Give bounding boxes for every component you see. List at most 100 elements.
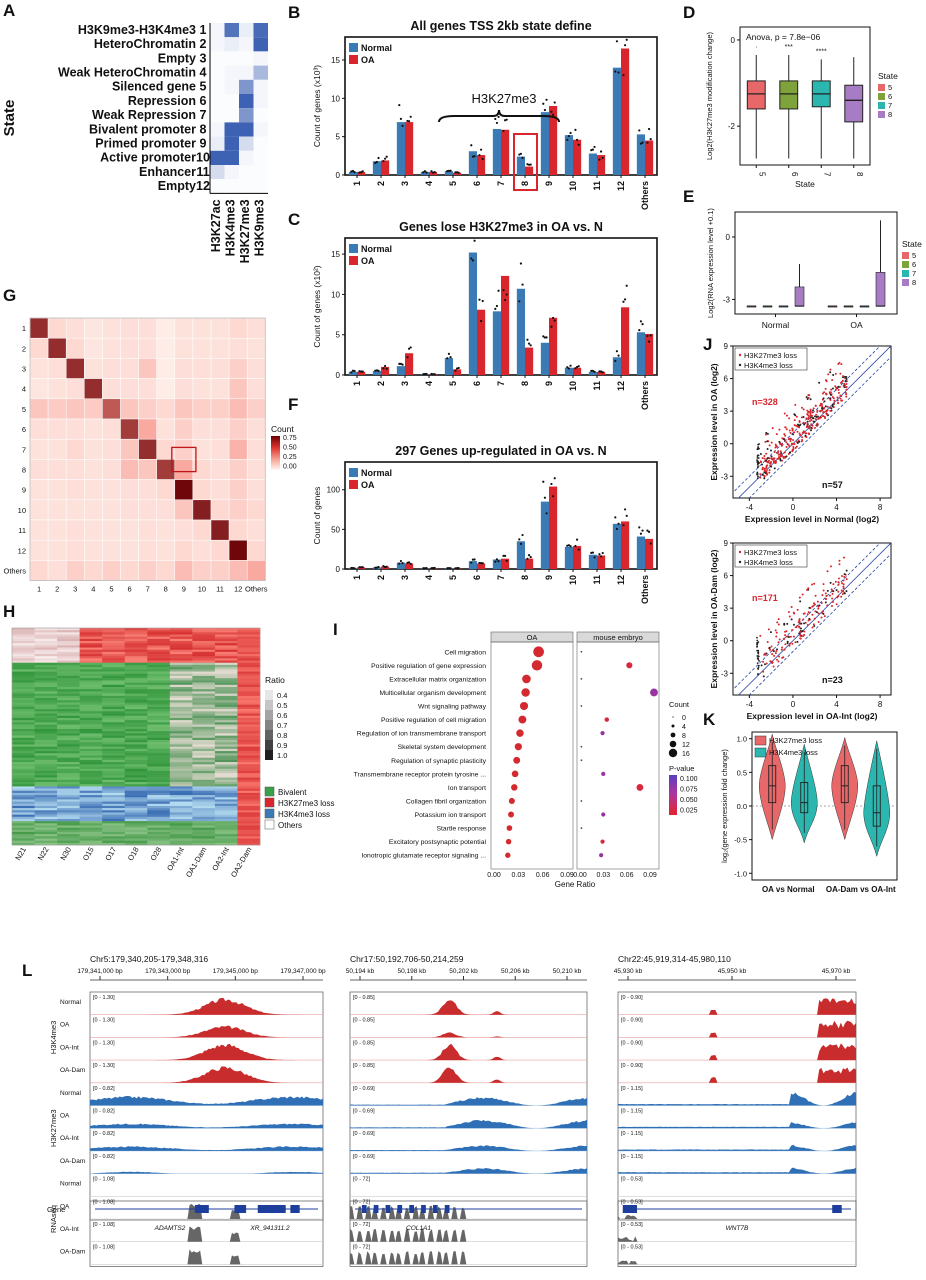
point-h3k4me3-loss: [756, 655, 759, 657]
ratio-cell: [169, 797, 193, 800]
ratio-cell: [147, 751, 171, 754]
ratio-cell: [34, 720, 58, 723]
ratio-cell: [12, 827, 35, 831]
go-term-label: Extracellular matrix organization: [389, 676, 486, 683]
point-h3k4me3-loss: [761, 463, 764, 466]
bar-oa: [357, 171, 366, 175]
point-h3k27me3-loss: [771, 653, 774, 656]
transition-cell: [47, 337, 67, 359]
ratio-cell: [192, 834, 216, 837]
ratio-cell: [214, 715, 238, 719]
point-h3k4me3-loss: [829, 581, 832, 584]
transition-cell: [29, 560, 49, 581]
ratio-cell: [124, 713, 148, 717]
transition-cell: [120, 539, 139, 561]
go-term-label: Regulation of ion transmembrane transpor…: [357, 731, 486, 738]
replicate-dot: [551, 495, 555, 498]
replicate-dot: [422, 567, 425, 570]
ratio-cell: [169, 823, 193, 826]
ratio-cell: [12, 711, 35, 714]
ratio-cell: [79, 836, 103, 839]
ratio-cell: [214, 651, 238, 655]
point-h3k27me3-loss: [806, 613, 809, 616]
point-h3k27me3-loss: [840, 395, 843, 398]
ratio-cell: [12, 759, 35, 763]
ratio-cell: [124, 764, 148, 767]
ratio-cell: [124, 673, 148, 677]
transition-cell: [120, 358, 139, 379]
point-h3k27me3-loss: [789, 635, 792, 638]
ratio-cell: [214, 689, 238, 692]
point-h3k4me3-loss: [796, 442, 799, 445]
y-tick-label: 10: [331, 290, 340, 299]
ratio-cell: [169, 779, 193, 783]
ratio-cell: [79, 641, 103, 644]
replicate-dot: [479, 319, 483, 323]
replicate-dot: [542, 480, 545, 483]
signal-track: [618, 1167, 856, 1174]
replicate-dot: [449, 169, 452, 172]
ratio-cell: [237, 786, 261, 789]
ratio-cell: [57, 737, 80, 741]
ratio-cell: [57, 759, 80, 763]
transition-cell: [192, 317, 212, 339]
ratio-cell: [79, 801, 103, 805]
emission-cell: [210, 179, 225, 194]
track-range-label: [0 - 72]: [353, 1222, 371, 1228]
point-h3k4me3-loss: [821, 407, 824, 410]
ratio-cell: [102, 728, 126, 732]
ratio-cell: [214, 643, 238, 646]
ratio-cell: [124, 628, 148, 631]
ratio-cell: [214, 834, 238, 837]
sample-label: O18: [126, 846, 141, 863]
x-tick-label: 7: [496, 181, 506, 186]
legend-tick: 0.00: [283, 464, 297, 471]
point-h3k27me3-loss: [799, 633, 802, 636]
ratio-cell: [102, 711, 126, 714]
bar-normal: [468, 561, 477, 569]
ratio-cell: [79, 755, 103, 758]
point-h3k4me3-loss: [757, 446, 759, 448]
ratio-cell: [12, 722, 35, 725]
ratio-cell: [237, 781, 261, 785]
signal-track: [350, 1032, 587, 1038]
state-name: Weak Repression: [92, 108, 196, 122]
ratio-cell: [57, 715, 80, 719]
point-h3k27me3-loss: [842, 583, 845, 586]
replicate-dot: [623, 508, 627, 511]
emission-cell: [210, 94, 225, 109]
ratio-cell: [124, 684, 148, 688]
ratio-cell: [169, 698, 193, 701]
bar-oa: [405, 122, 414, 175]
track-range-label: [0 - 0.82]: [93, 1109, 115, 1115]
ratio-cell: [124, 671, 148, 675]
ratio-cell: [102, 746, 126, 750]
ratio-cell: [34, 715, 58, 719]
x-tick-label: 11: [592, 181, 602, 191]
track-range-label: [0 - 0.90]: [621, 1040, 643, 1046]
point-h3k4me3-loss: [831, 387, 834, 390]
ratio-cell: [57, 792, 80, 796]
ratio-cell: [34, 726, 58, 730]
bar-oa: [621, 521, 630, 569]
go-term-label: Ion transport: [448, 785, 486, 792]
bar-oa: [525, 558, 534, 569]
transition-cell: [84, 519, 103, 541]
point-h3k27me3-loss: [831, 600, 834, 603]
x-tick-label: -4: [746, 700, 754, 709]
replicate-dot: [598, 370, 601, 373]
replicate-dot: [615, 527, 619, 531]
ratio-cell: [57, 735, 80, 739]
legend-title: State: [902, 239, 922, 249]
ratio-cell: [192, 759, 216, 763]
ratio-cell: [79, 823, 103, 826]
chart-title: All genes TSS 2kb state define: [410, 19, 591, 33]
ratio-cell: [102, 678, 126, 681]
ratio-cell: [192, 781, 216, 785]
point-h3k27me3-loss: [807, 418, 810, 421]
ratio-cell: [124, 746, 148, 750]
ratio-cell: [102, 821, 126, 824]
ratio-cell: [214, 695, 238, 699]
ratio-cell: [34, 810, 58, 813]
replicate-dot: [471, 558, 475, 561]
